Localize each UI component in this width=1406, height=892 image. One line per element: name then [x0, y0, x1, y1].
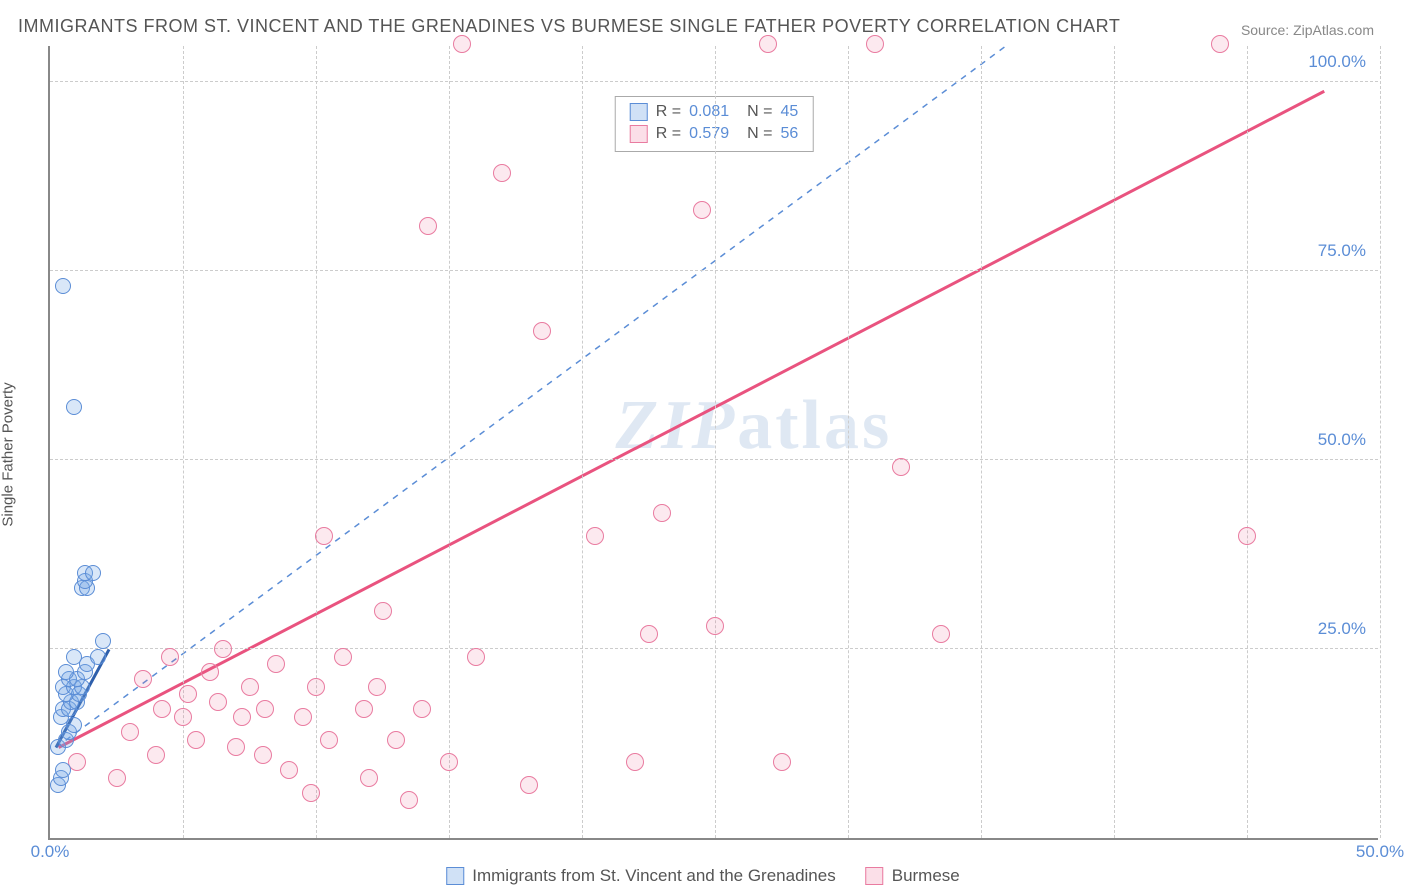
- source-credit: Source: ZipAtlas.com: [1241, 22, 1374, 38]
- data-point-pink: [626, 753, 644, 771]
- data-point-pink: [153, 700, 171, 718]
- data-point-pink: [932, 625, 950, 643]
- data-point-pink: [233, 708, 251, 726]
- data-point-pink: [413, 700, 431, 718]
- data-point-pink: [759, 35, 777, 53]
- data-point-blue: [55, 278, 71, 294]
- legend-item-blue: Immigrants from St. Vincent and the Gren…: [446, 866, 835, 886]
- data-point-blue: [66, 399, 82, 415]
- gridline-h: [50, 270, 1378, 271]
- data-point-pink: [315, 527, 333, 545]
- data-point-pink: [174, 708, 192, 726]
- data-point-pink: [320, 731, 338, 749]
- data-point-pink: [294, 708, 312, 726]
- swatch-pink: [630, 125, 648, 143]
- gridline-v: [1380, 46, 1381, 838]
- data-point-pink: [533, 322, 551, 340]
- data-point-pink: [374, 602, 392, 620]
- gridline-h: [50, 459, 1378, 460]
- data-point-pink: [187, 731, 205, 749]
- source-prefix: Source:: [1241, 22, 1293, 38]
- legend-row-pink: R = 0.579 N = 56: [630, 123, 799, 145]
- data-point-blue: [95, 633, 111, 649]
- data-point-pink: [302, 784, 320, 802]
- data-point-pink: [256, 700, 274, 718]
- x-tick-label: 50.0%: [1356, 842, 1404, 862]
- source-link[interactable]: ZipAtlas.com: [1293, 22, 1374, 38]
- gridline-v: [981, 46, 982, 838]
- data-point-pink: [209, 693, 227, 711]
- chart-title: IMMIGRANTS FROM ST. VINCENT AND THE GREN…: [18, 16, 1120, 37]
- data-point-pink: [653, 504, 671, 522]
- data-point-pink: [419, 217, 437, 235]
- data-point-pink: [179, 685, 197, 703]
- data-point-pink: [453, 35, 471, 53]
- data-point-blue: [85, 565, 101, 581]
- plot-area: ZIPatlas R = 0.081 N = 45 R = 0.579 N = …: [48, 46, 1378, 840]
- gridline-v: [1114, 46, 1115, 838]
- data-point-blue: [90, 649, 106, 665]
- x-tick-label: 0.0%: [31, 842, 70, 862]
- gridline-h: [50, 648, 1378, 649]
- data-point-blue: [58, 664, 74, 680]
- data-point-pink: [267, 655, 285, 673]
- swatch-pink: [866, 867, 884, 885]
- stats-legend: R = 0.081 N = 45 R = 0.579 N = 56: [615, 96, 814, 152]
- data-point-pink: [706, 617, 724, 635]
- data-point-pink: [280, 761, 298, 779]
- data-point-pink: [355, 700, 373, 718]
- series-legend: Immigrants from St. Vincent and the Gren…: [446, 866, 960, 886]
- data-point-pink: [892, 458, 910, 476]
- legend-item-pink: Burmese: [866, 866, 960, 886]
- data-point-pink: [134, 670, 152, 688]
- data-point-pink: [147, 746, 165, 764]
- data-point-pink: [254, 746, 272, 764]
- data-point-pink: [773, 753, 791, 771]
- data-point-pink: [360, 769, 378, 787]
- data-point-pink: [334, 648, 352, 666]
- gridline-h: [50, 81, 1378, 82]
- y-tick-label: 50.0%: [1318, 430, 1366, 450]
- data-point-pink: [201, 663, 219, 681]
- y-tick-label: 25.0%: [1318, 619, 1366, 639]
- legend-row-blue: R = 0.081 N = 45: [630, 101, 799, 123]
- data-point-pink: [640, 625, 658, 643]
- data-point-blue: [55, 762, 71, 778]
- data-point-pink: [1211, 35, 1229, 53]
- data-point-pink: [400, 791, 418, 809]
- y-tick-label: 100.0%: [1308, 52, 1366, 72]
- data-point-pink: [866, 35, 884, 53]
- data-point-pink: [241, 678, 259, 696]
- data-point-pink: [121, 723, 139, 741]
- data-point-pink: [467, 648, 485, 666]
- y-tick-label: 75.0%: [1318, 241, 1366, 261]
- data-point-pink: [493, 164, 511, 182]
- data-point-pink: [440, 753, 458, 771]
- gridline-v: [715, 46, 716, 838]
- data-point-pink: [520, 776, 538, 794]
- swatch-blue: [630, 103, 648, 121]
- gridline-v: [449, 46, 450, 838]
- data-point-pink: [108, 769, 126, 787]
- y-axis-label: Single Father Poverty: [0, 382, 17, 526]
- data-point-pink: [307, 678, 325, 696]
- data-point-pink: [1238, 527, 1256, 545]
- data-point-pink: [161, 648, 179, 666]
- data-point-pink: [214, 640, 232, 658]
- swatch-blue: [446, 867, 464, 885]
- gridline-v: [316, 46, 317, 838]
- gridline-v: [848, 46, 849, 838]
- data-point-pink: [227, 738, 245, 756]
- data-point-pink: [693, 201, 711, 219]
- data-point-pink: [387, 731, 405, 749]
- data-point-pink: [586, 527, 604, 545]
- data-point-pink: [368, 678, 386, 696]
- gridline-v: [1247, 46, 1248, 838]
- gridline-v: [582, 46, 583, 838]
- data-point-blue: [66, 649, 82, 665]
